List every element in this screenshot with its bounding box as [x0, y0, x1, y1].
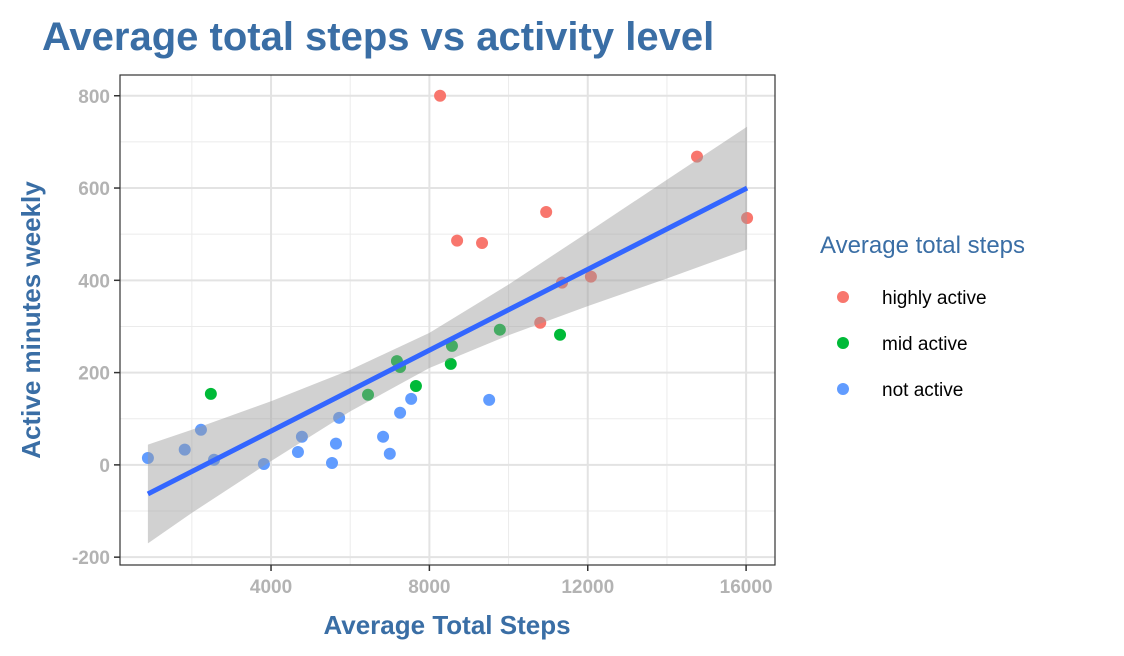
- y-tick-label: 800: [78, 87, 110, 108]
- data-point: [377, 430, 390, 443]
- data-point: [362, 388, 375, 401]
- y-tick-label: 400: [78, 271, 110, 292]
- data-point: [409, 379, 422, 392]
- legend: Average total steps highly active mid act…: [820, 232, 1025, 401]
- panel-background: [120, 75, 775, 565]
- data-point: [434, 89, 447, 102]
- data-point: [329, 437, 342, 450]
- x-axis-title: Average Total Steps: [323, 610, 570, 640]
- regression-line: [146, 185, 749, 497]
- data-point: [178, 443, 191, 456]
- confidence-ribbon: [147, 126, 748, 544]
- grid: [120, 75, 775, 565]
- legend-label: not active: [882, 380, 963, 401]
- x-tick-label: 12000: [561, 577, 614, 598]
- legend-label: mid active: [882, 334, 968, 355]
- data-point: [483, 393, 496, 406]
- data-point: [383, 447, 396, 460]
- y-axis-title: Active minutes weekly: [16, 181, 46, 459]
- legend-key: [837, 337, 849, 349]
- y-tick-label: -200: [72, 548, 110, 569]
- data-point: [584, 270, 597, 283]
- data-point: [295, 430, 308, 443]
- x-tick-label: 8000: [408, 577, 450, 598]
- data-point: [204, 387, 217, 400]
- data-point: [194, 423, 207, 436]
- data-point: [141, 451, 154, 464]
- data-point: [444, 357, 457, 370]
- data-point: [534, 316, 547, 329]
- legend-key: [837, 291, 849, 303]
- data-point: [405, 392, 418, 405]
- data-point: [493, 323, 506, 336]
- data-point: [540, 206, 553, 219]
- data-point: [333, 411, 346, 424]
- points: [141, 89, 754, 470]
- y-tick-label: 200: [78, 364, 110, 385]
- data-point: [394, 406, 407, 419]
- chart-title: Average total steps vs activity level: [42, 15, 714, 59]
- legend-key: [837, 383, 849, 395]
- x-tick-label: 16000: [720, 577, 773, 598]
- y-tick-label: 600: [78, 179, 110, 200]
- y-tick-label: 0: [99, 456, 110, 477]
- data-point: [325, 457, 338, 470]
- legend-title: Average total steps: [820, 232, 1025, 259]
- regression: [146, 126, 749, 544]
- ticks: 4000 8000 12000 16000 -200 0 200 400 600 800: [72, 87, 773, 598]
- legend-label: highly active: [882, 288, 987, 309]
- data-point: [554, 328, 567, 341]
- data-point: [451, 234, 464, 247]
- data-point: [691, 150, 704, 163]
- x-tick-label: 4000: [250, 577, 292, 598]
- panel-border: [119, 74, 776, 566]
- data-point: [476, 236, 489, 249]
- data-point: [257, 457, 270, 470]
- data-point: [291, 445, 304, 458]
- data-point: [741, 212, 754, 225]
